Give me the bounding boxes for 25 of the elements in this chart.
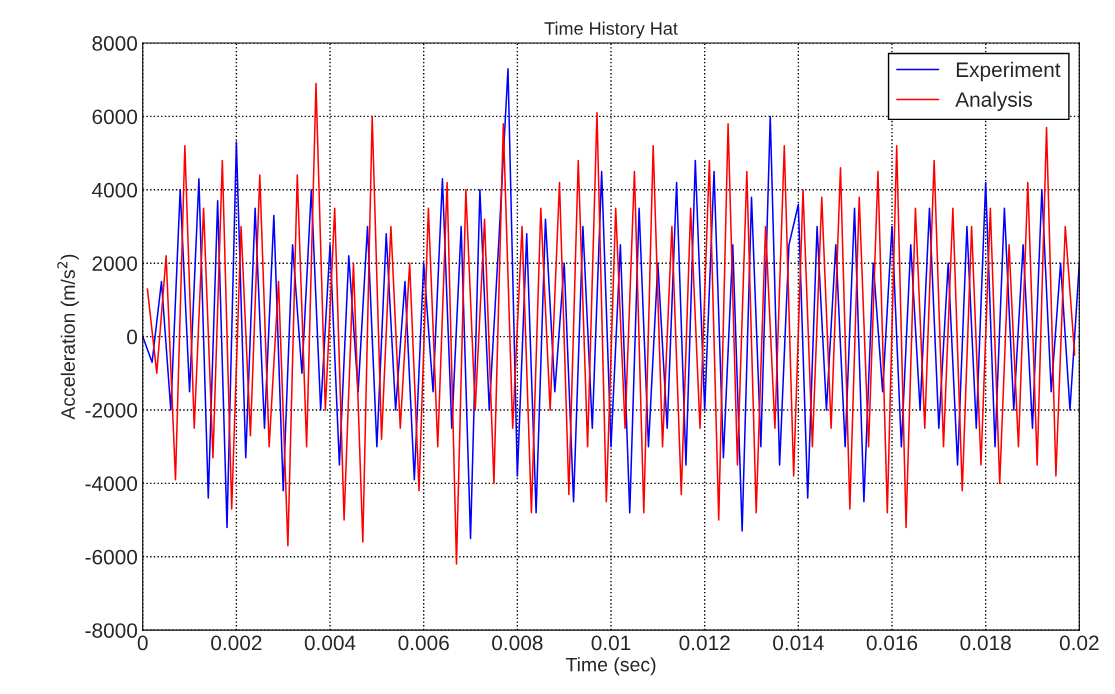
- x-tick-label: 0.02: [1059, 635, 1099, 651]
- x-axis-title: Time (sec): [565, 657, 656, 676]
- x-tick-label: 0: [137, 635, 148, 651]
- x-tick-label: 0.012: [679, 635, 730, 651]
- x-tick-label: 0.002: [211, 635, 262, 651]
- y-tick-label: 4000: [92, 182, 138, 198]
- y-tick-label: 0: [127, 329, 138, 345]
- x-tick-label: 0.016: [866, 635, 918, 651]
- x-tick-label: 0.008: [492, 635, 543, 651]
- x-tick-label: 0.006: [398, 635, 449, 651]
- y-tick-label: 2000: [92, 256, 138, 271]
- y-tick-label: -2000: [85, 402, 138, 418]
- y-tick-label: -4000: [85, 476, 138, 492]
- y-tick-label: 6000: [92, 109, 138, 125]
- legend-label: Experiment: [956, 61, 1061, 82]
- y-tick-label: -6000: [85, 549, 138, 565]
- legend-label: Analysis: [955, 91, 1033, 112]
- x-tick-label: 0.014: [773, 635, 824, 651]
- y-axis-title: Acceleration (m/s$^{2}$): [57, 254, 79, 420]
- chart-title: Time History Hat: [544, 21, 678, 39]
- y-tick-label: 8000: [92, 36, 138, 51]
- x-tick-label: 0.018: [960, 635, 1011, 651]
- x-tick-label: 0.004: [304, 635, 356, 651]
- x-tick-label: 0.01: [591, 635, 631, 651]
- y-tick-label: -8000: [85, 623, 138, 638]
